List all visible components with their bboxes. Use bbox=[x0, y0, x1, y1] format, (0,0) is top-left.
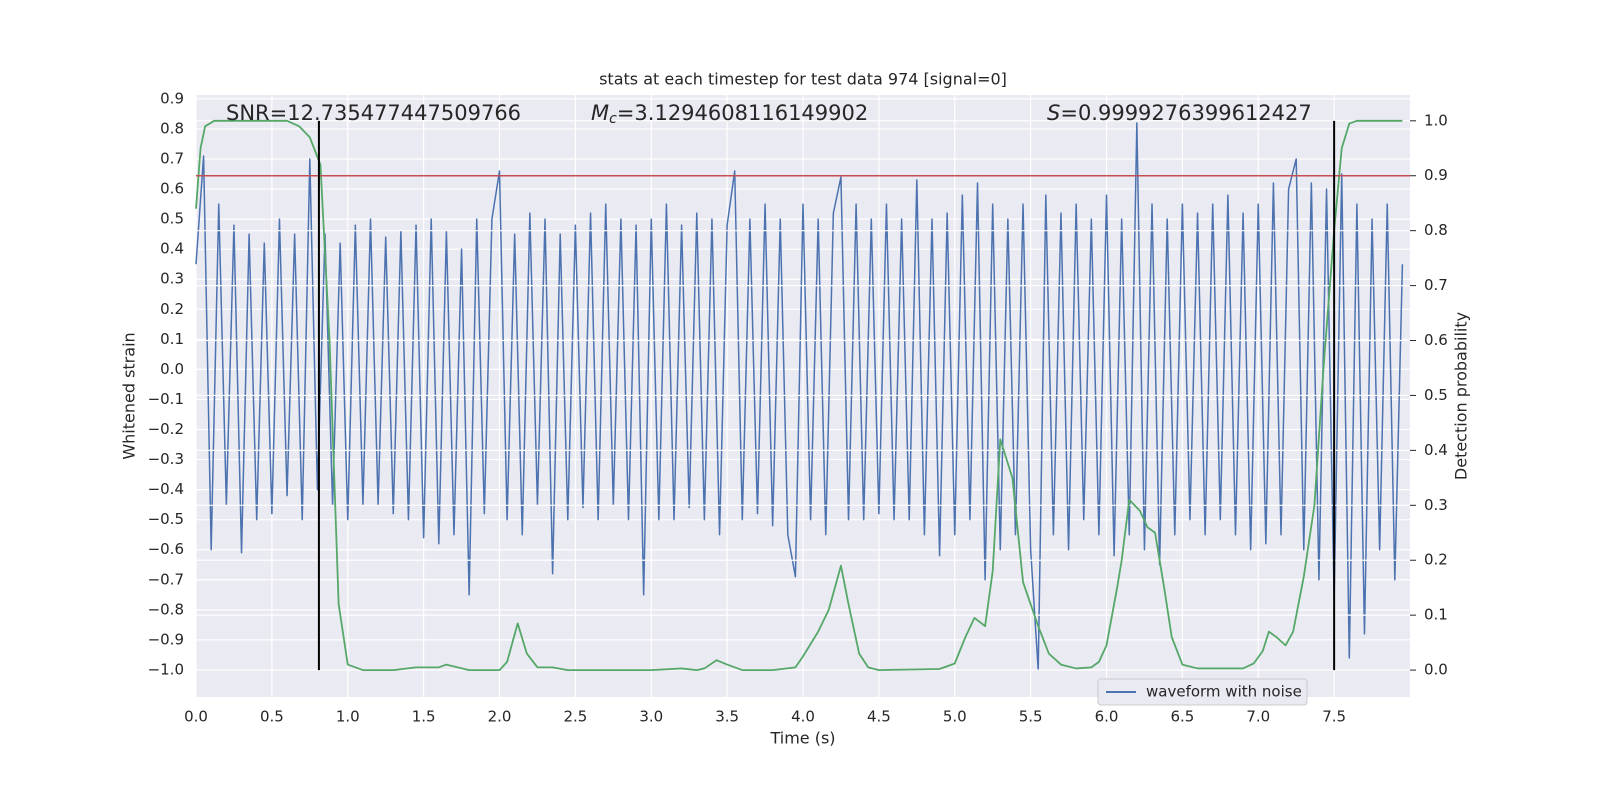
x-tick-label: 4.5 bbox=[867, 708, 891, 726]
y-tick-label: −0.9 bbox=[148, 630, 184, 648]
x-tick-label: 6.0 bbox=[1095, 708, 1119, 726]
x-tick-label: 1.5 bbox=[412, 708, 436, 726]
y-tick-label: −0.2 bbox=[148, 420, 184, 438]
x-tick-label: 6.5 bbox=[1170, 708, 1194, 726]
y-tick-label: −0.1 bbox=[148, 390, 184, 408]
y-tick-label: −0.8 bbox=[148, 600, 184, 618]
y2-tick-label: 0.0 bbox=[1424, 661, 1448, 679]
annotation: SNR=12.735477447509766 bbox=[226, 101, 521, 125]
y-tick-label: −0.6 bbox=[148, 540, 184, 558]
x-tick-label: 3.5 bbox=[715, 708, 739, 726]
x-tick-label: 7.5 bbox=[1322, 708, 1346, 726]
y2-tick-label: 0.8 bbox=[1424, 221, 1448, 239]
x-tick-label: 2.0 bbox=[488, 708, 512, 726]
y2-tick-label: 0.1 bbox=[1424, 606, 1448, 624]
y2-axis-label: Detection probability bbox=[1452, 312, 1471, 480]
annotation-part: =3.1294608116149902 bbox=[617, 101, 868, 125]
x-tick-label: 5.0 bbox=[943, 708, 967, 726]
y-tick-label: 0.5 bbox=[160, 210, 184, 228]
legend-label: waveform with noise bbox=[1146, 683, 1302, 701]
y-tick-label: −0.5 bbox=[148, 510, 184, 528]
y-axis-label: Whitened strain bbox=[120, 332, 139, 459]
y-tick-label: 0.7 bbox=[160, 150, 184, 168]
x-tick-label: 0.5 bbox=[260, 708, 284, 726]
x-axis-label: Time (s) bbox=[769, 729, 835, 748]
annotation-part: SNR=12.735477447509766 bbox=[226, 101, 521, 125]
y-tick-label: 0.4 bbox=[160, 240, 184, 258]
series-line bbox=[195, 122, 1404, 671]
annotation-part: M bbox=[591, 101, 609, 125]
x-tick-label: 2.5 bbox=[563, 708, 587, 726]
x-tick-label: 7.0 bbox=[1246, 708, 1270, 726]
y2-tick-label: 0.3 bbox=[1424, 496, 1448, 514]
y-tick-label: −1.0 bbox=[148, 660, 184, 678]
series-line bbox=[195, 119, 1403, 671]
annotation-part: =0.9999276399612427 bbox=[1060, 101, 1311, 125]
y2-tick-label: 0.9 bbox=[1424, 166, 1448, 184]
x-tick-label: 4.0 bbox=[791, 708, 815, 726]
chart-title: stats at each timestep for test data 974… bbox=[599, 70, 1007, 89]
y-tick-label: 0.6 bbox=[160, 180, 184, 198]
y-tick-label: 0.9 bbox=[160, 89, 184, 107]
annotation-part: S bbox=[1047, 101, 1060, 125]
y-tick-label: 0.2 bbox=[160, 300, 184, 318]
y2-tick-label: 0.4 bbox=[1424, 441, 1448, 459]
legend: waveform with noise bbox=[1097, 678, 1308, 706]
y2-tick-label: 0.5 bbox=[1424, 386, 1448, 404]
annotation: S=0.9999276399612427 bbox=[1047, 101, 1312, 125]
annotation: Mc=3.1294608116149902 bbox=[591, 101, 868, 127]
x-tick-label: 5.5 bbox=[1019, 708, 1043, 726]
y-tick-label: 0.3 bbox=[160, 270, 184, 288]
y-tick-label: −0.3 bbox=[148, 450, 184, 468]
y2-tick-label: 0.7 bbox=[1424, 276, 1448, 294]
x-tick-label: 1.0 bbox=[336, 708, 360, 726]
x-tick-label: 3.0 bbox=[639, 708, 663, 726]
y-tick-label: 0.0 bbox=[160, 360, 184, 378]
legend-box bbox=[1097, 678, 1308, 706]
y-tick-label: −0.4 bbox=[148, 480, 184, 498]
y-tick-label: 0.1 bbox=[160, 330, 184, 348]
y2-tick-label: 0.6 bbox=[1424, 331, 1448, 349]
x-tick-label: 0.0 bbox=[184, 708, 208, 726]
y2-tick-label: 1.0 bbox=[1424, 111, 1448, 129]
y-tick-label: 0.8 bbox=[160, 119, 184, 137]
y2-tick-label: 0.2 bbox=[1424, 551, 1448, 569]
y-tick-label: −0.7 bbox=[148, 570, 184, 588]
annotation-part: c bbox=[609, 111, 617, 127]
